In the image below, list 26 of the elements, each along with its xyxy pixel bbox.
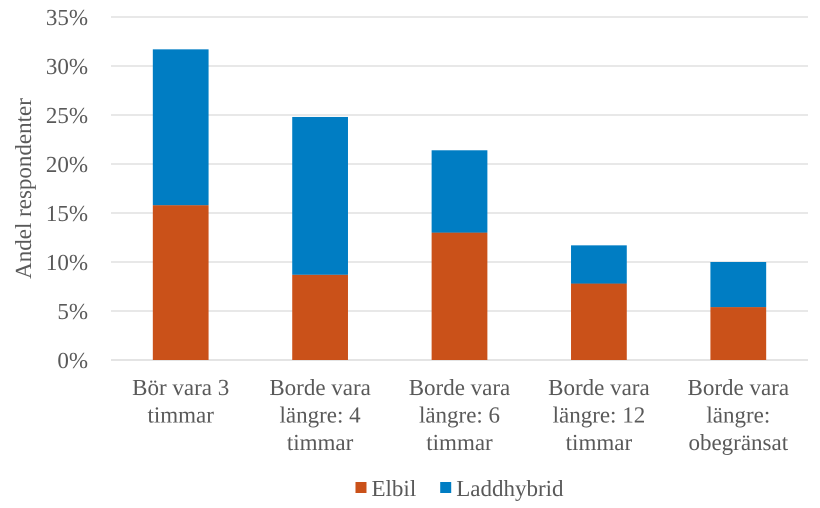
legend-label: Elbil [371, 476, 416, 502]
y-tick-label: 10% [46, 250, 88, 276]
bar [152, 49, 209, 206]
y-tick-label: 5% [57, 299, 88, 324]
bar [710, 262, 766, 308]
x-tick-label: Borde vara längre: 6 timmar [408, 375, 510, 455]
y-tick-label: 30% [46, 54, 88, 80]
y-tick-label: 35% [46, 5, 88, 30]
y-tick-label: 25% [46, 103, 88, 128]
bar [432, 232, 488, 360]
y-tick-label: 20% [46, 152, 88, 178]
bar [292, 116, 348, 275]
bar [292, 274, 348, 360]
legend-label: Laddhybrid [456, 476, 564, 502]
y-tick-label: 15% [46, 201, 88, 226]
bar [710, 307, 766, 360]
y-tick-label: 0% [57, 348, 88, 374]
bar [571, 245, 627, 284]
bar [152, 205, 209, 360]
y-axis-title: Andel respondenter [11, 98, 36, 279]
bar [432, 150, 488, 233]
bar [571, 284, 627, 360]
x-tick-label: Borde vara längre: 12 timmar [548, 375, 650, 455]
x-tick-label: Borde vara längre: obegränsat [688, 375, 790, 455]
x-tick-label: Bör vara 3 timmar [132, 375, 230, 428]
x-tick-label: Borde vara längre: 4 timmar [269, 375, 371, 455]
